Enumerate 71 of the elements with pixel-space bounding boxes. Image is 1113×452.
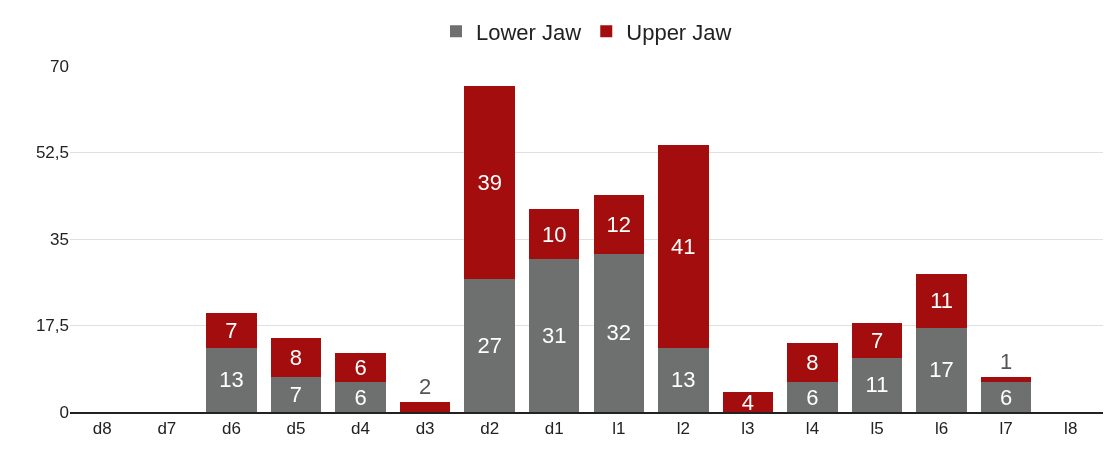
bar xyxy=(335,352,386,383)
bar xyxy=(980,377,1032,383)
bar xyxy=(529,209,580,259)
x-tick-label: d7 xyxy=(157,419,177,439)
data-label: 11 xyxy=(865,372,889,398)
bar xyxy=(206,313,257,348)
x-tick-label: l8 xyxy=(1064,419,1078,439)
data-label: 1 xyxy=(1000,349,1013,375)
x-tick-label: d6 xyxy=(221,419,241,439)
x-tick-label: l4 xyxy=(805,419,820,439)
data-label: 4 xyxy=(741,389,755,415)
data-label: 17 xyxy=(929,357,954,383)
x-tick-label: l3 xyxy=(741,419,755,439)
data-label: 7 xyxy=(870,327,884,353)
data-label: 7 xyxy=(225,317,238,343)
data-label: 27 xyxy=(477,332,502,358)
x-tick-label: d4 xyxy=(351,419,370,439)
data-label: 6 xyxy=(806,384,819,410)
data-label: 31 xyxy=(541,322,567,348)
bar xyxy=(335,382,386,412)
data-label: 32 xyxy=(606,320,632,346)
x-tick-label: d8 xyxy=(92,419,112,439)
data-label: 41 xyxy=(671,233,696,259)
bar xyxy=(851,323,903,358)
bar xyxy=(464,85,515,279)
x-tick-label: l1 xyxy=(612,419,626,439)
y-tick-label: 35 xyxy=(50,229,69,249)
data-label: 13 xyxy=(671,367,696,393)
bar xyxy=(916,327,967,412)
bar xyxy=(658,347,709,412)
bar xyxy=(529,258,580,412)
data-label: 6 xyxy=(1000,384,1013,410)
bar xyxy=(722,392,774,412)
x-tick-label: d1 xyxy=(544,419,564,439)
data-label: 39 xyxy=(477,169,502,195)
bar xyxy=(593,253,644,412)
x-tick-label: l6 xyxy=(934,419,949,439)
bar xyxy=(270,337,322,378)
data-label: 7 xyxy=(289,382,303,408)
bar xyxy=(270,377,322,412)
bar xyxy=(851,357,903,412)
bar xyxy=(464,278,515,412)
data-label: 11 xyxy=(930,288,954,314)
bar xyxy=(399,402,451,412)
bar xyxy=(787,382,838,412)
data-label: 8 xyxy=(806,350,819,376)
x-tick-label: l2 xyxy=(676,419,690,439)
data-label: 12 xyxy=(606,211,632,237)
x-tick-label: d5 xyxy=(286,419,306,439)
legend-label: Lower Jaw xyxy=(476,19,582,45)
y-tick-label: 70 xyxy=(50,56,69,76)
x-tick-label: d3 xyxy=(415,419,435,439)
data-label: 2 xyxy=(418,374,432,400)
bar xyxy=(206,347,257,412)
bar xyxy=(980,382,1032,412)
data-label: 6 xyxy=(354,384,367,410)
data-label: 10 xyxy=(541,221,567,247)
bar xyxy=(787,342,838,383)
data-label: 8 xyxy=(289,345,303,371)
y-tick-label: 0 xyxy=(59,402,69,422)
x-tick-label: d2 xyxy=(480,419,500,439)
data-label: 6 xyxy=(354,355,367,381)
y-tick-label: 17,5 xyxy=(35,316,69,336)
bar xyxy=(916,273,967,328)
legend-label: Upper Jaw xyxy=(626,19,732,45)
bar xyxy=(658,145,709,348)
x-tick-label: l5 xyxy=(870,419,884,439)
bar xyxy=(593,194,644,254)
data-label: 13 xyxy=(219,367,244,393)
x-tick-label: l7 xyxy=(999,419,1013,439)
y-tick-label: 52,5 xyxy=(35,143,69,163)
